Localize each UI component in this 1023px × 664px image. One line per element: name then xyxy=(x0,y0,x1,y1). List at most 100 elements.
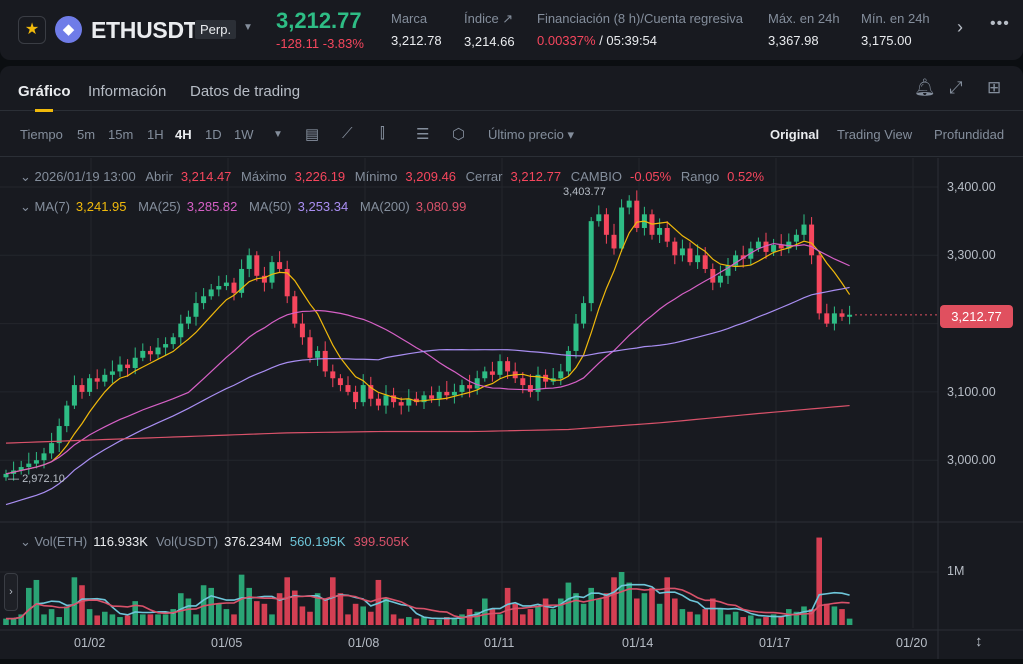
symbol-dropdown-icon[interactable]: ▼ xyxy=(243,22,253,33)
volume-bar xyxy=(109,614,116,625)
volume-bar xyxy=(368,611,374,625)
hexagon-icon[interactable]: ⬡ xyxy=(452,126,466,143)
candle-body xyxy=(725,265,731,276)
candle-body xyxy=(816,255,822,314)
candle-body xyxy=(558,371,564,379)
mark-price: Marca 3,212.78 xyxy=(391,11,442,48)
volume-bar xyxy=(307,611,313,625)
price-chart[interactable]: ⌄ 2026/01/19 13:00 Abrir 3,214.47 Máximo 3… xyxy=(0,158,1023,659)
candle-body xyxy=(125,364,131,368)
candle-body xyxy=(581,303,587,324)
candle-body xyxy=(771,245,777,252)
index-price[interactable]: Índice ↗ 3,214.66 xyxy=(464,11,515,49)
candle-body xyxy=(740,255,746,259)
candle-body xyxy=(223,282,229,287)
volume-bar xyxy=(276,593,283,625)
candle-body xyxy=(79,385,85,392)
expand-panel-button[interactable]: › xyxy=(4,573,18,611)
volume-bar xyxy=(71,577,78,625)
volume-bar xyxy=(231,614,237,625)
change-abs: -128.11 xyxy=(276,36,320,51)
view-tradingview[interactable]: Trading View xyxy=(837,127,913,142)
interval-4h[interactable]: 4H xyxy=(175,127,192,142)
ma7-line xyxy=(5,220,851,475)
tab-info[interactable]: Información xyxy=(88,83,167,100)
volume-bar xyxy=(451,618,458,625)
tab-trading-data[interactable]: Datos de trading xyxy=(190,83,301,100)
view-depth[interactable]: Profundidad xyxy=(934,127,1005,142)
volume-bar xyxy=(398,618,404,625)
candle-body xyxy=(565,350,571,372)
chart-canvas[interactable] xyxy=(0,158,1023,659)
candle-body xyxy=(527,385,533,392)
candle-body xyxy=(254,255,260,276)
volume-bar xyxy=(618,572,625,625)
funding-value: 0.00337% xyxy=(537,33,596,48)
axis-scale-icon[interactable]: ↕ xyxy=(975,633,983,650)
interval-dropdown-icon[interactable]: ▼ xyxy=(273,129,283,140)
volume-bar xyxy=(550,609,556,625)
volume-bar xyxy=(717,609,724,625)
calendar-icon[interactable]: ▤ xyxy=(305,126,320,143)
candle-body xyxy=(102,374,108,382)
candle-body xyxy=(687,248,693,263)
stat-value: 3,175.00 xyxy=(861,33,912,48)
interval-1d[interactable]: 1D xyxy=(205,127,222,142)
volume-legend: ⌄ Vol(ETH) 116.933K Vol(USDT) 376.234M 560.1… xyxy=(20,534,410,549)
price-tick: 3,000.00 xyxy=(947,453,996,467)
candle-body xyxy=(299,323,305,338)
range-value: 0.52% xyxy=(727,169,765,184)
interval-1w[interactable]: 1W xyxy=(234,127,254,142)
interval-5m[interactable]: 5m xyxy=(77,127,96,142)
candle-body xyxy=(18,467,24,471)
candle-body xyxy=(489,371,495,375)
price-type-dropdown[interactable]: Último precio ▾ xyxy=(488,127,574,142)
more-icon[interactable]: ••• xyxy=(990,15,1010,32)
volume-bar xyxy=(512,603,518,625)
open-label: Abrir xyxy=(145,169,173,184)
candle-body xyxy=(398,402,404,406)
fullscreen-icon[interactable]: ⤢ xyxy=(949,78,963,97)
tab-chart[interactable]: Gráfico xyxy=(18,83,71,112)
interval-15m[interactable]: 15m xyxy=(108,127,134,142)
candle-body xyxy=(94,378,100,382)
interval-1h[interactable]: 1H xyxy=(147,127,164,142)
low-24h: Mín. en 24h 3,175.00 xyxy=(861,11,930,48)
volume-bar xyxy=(588,587,594,625)
candle-body xyxy=(702,255,708,269)
candle-body xyxy=(626,200,632,208)
candle-body xyxy=(535,374,541,392)
volume-bar xyxy=(732,611,739,625)
volume-bar xyxy=(573,593,579,625)
candle-body xyxy=(847,314,853,317)
symbol-name[interactable]: ETHUSDT xyxy=(91,17,198,43)
settings-list-icon[interactable]: ☰ xyxy=(416,126,430,143)
ma25-label: MA(25) xyxy=(138,199,181,214)
indicator-icon[interactable]: ⟋ xyxy=(342,125,353,142)
layout-icon[interactable]: ⊞ xyxy=(987,78,1002,97)
candle-body xyxy=(208,289,214,297)
candle-body xyxy=(793,234,799,242)
volume-bar xyxy=(634,598,640,625)
volume-bar xyxy=(352,603,359,625)
volume-bar xyxy=(611,577,617,625)
bell-icon[interactable]: 🔔︎ xyxy=(914,78,936,97)
low-marker-value: 2,972.10 xyxy=(22,473,65,485)
stat-label: Marca xyxy=(391,11,428,26)
candle-type-icon[interactable]: ⫿ xyxy=(380,125,385,142)
view-original[interactable]: Original xyxy=(770,127,820,142)
candle-body xyxy=(436,391,442,399)
favorite-star-icon[interactable]: ★ xyxy=(18,16,46,44)
stat-label: Mín. en 24h xyxy=(861,11,930,26)
chevron-right-icon[interactable]: › xyxy=(957,17,963,37)
candle-body xyxy=(284,268,290,297)
candle-body xyxy=(307,337,313,358)
candle-body xyxy=(216,286,222,290)
ma50-value: 3,253.34 xyxy=(297,199,349,214)
volume-bar xyxy=(147,614,154,625)
volume-bar xyxy=(383,598,389,625)
candle-body xyxy=(269,262,275,283)
volume-bar xyxy=(497,614,503,625)
volume-bar xyxy=(170,609,176,625)
volume-bar xyxy=(406,617,412,625)
